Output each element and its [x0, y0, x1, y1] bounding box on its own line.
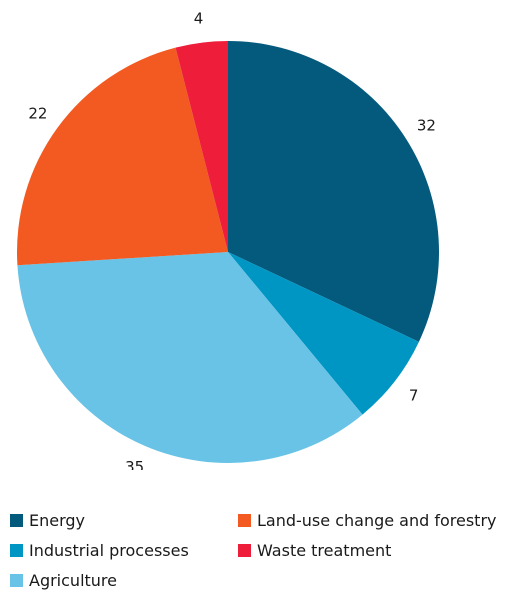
pie-slices [17, 41, 440, 464]
pie-data-labels: 32 7 35 22 4 [28, 9, 436, 470]
legend-label-energy: Energy [29, 511, 86, 530]
pie-slice-industrial-processes [228, 252, 419, 415]
legend-swatch-waste [238, 544, 251, 557]
legend-item-waste: Waste treatment [238, 541, 391, 560]
legend-label-waste: Waste treatment [257, 541, 392, 560]
pie-slice-energy [228, 41, 440, 342]
legend-item-agriculture: Agriculture [10, 571, 117, 590]
pie-slice-waste-treatment [175, 41, 228, 252]
legend-swatch-agriculture [10, 574, 23, 587]
data-label-waste-treatment: 4 [194, 9, 204, 27]
legend-label-agriculture: Agriculture [29, 571, 117, 590]
data-label-energy: 32 [417, 117, 436, 135]
legend-label-land-use: Land-use change and forestry [257, 511, 497, 530]
pie-chart: 32 7 35 22 4 [17, 9, 440, 470]
legend-label-industrial: Industrial processes [29, 541, 189, 560]
legend-item-industrial: Industrial processes [10, 541, 189, 560]
legend-item-land-use: Land-use change and forestry [238, 511, 497, 530]
data-label-agriculture: 35 [125, 458, 144, 470]
data-label-land-use-change-and-forestry: 22 [28, 104, 47, 122]
pie-slice-land-use-change-and-forestry [17, 47, 228, 266]
legend-swatch-industrial [10, 544, 23, 557]
legend-swatch-land-use [238, 514, 251, 527]
legend-swatch-energy [10, 514, 23, 527]
pie-slice-agriculture [17, 252, 363, 464]
legend-item-energy: Energy [10, 511, 85, 530]
data-label-industrial-processes: 7 [409, 387, 419, 405]
